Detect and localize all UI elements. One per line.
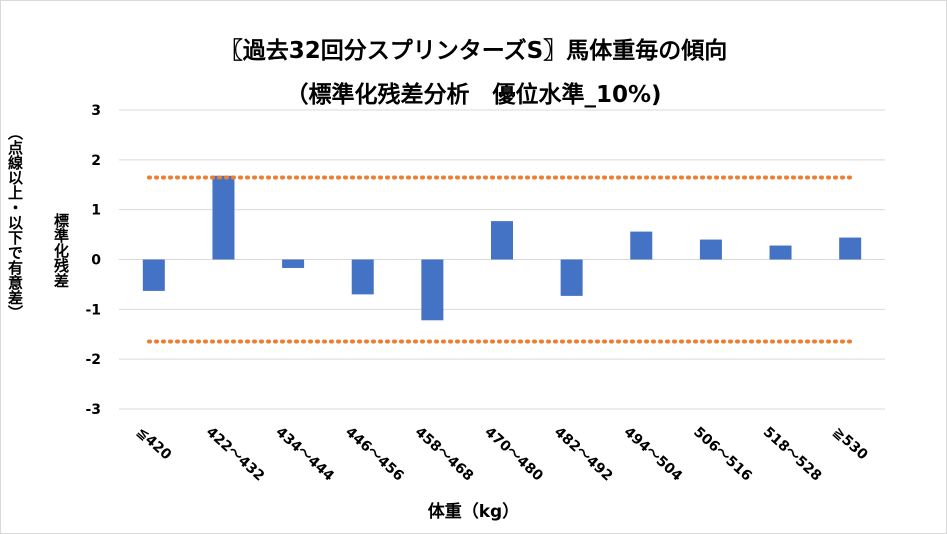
x-tick-label: ≧530 <box>830 424 871 463</box>
x-tick-label: 434～444 <box>272 424 337 485</box>
x-tick-label: 470～480 <box>481 424 546 485</box>
x-tick-label: 494～504 <box>621 424 686 485</box>
x-axis-title: 体重（kg） <box>427 502 520 522</box>
bar <box>421 259 444 321</box>
x-tick-label: ≦420 <box>133 424 174 463</box>
x-tick-label: 518～528 <box>760 424 825 484</box>
y-tick-label: -2 <box>85 352 101 368</box>
bar <box>630 231 653 260</box>
y-axis-note: （点線以上・以下で有意差） <box>6 125 24 320</box>
x-tick-label: 506～516 <box>690 424 755 484</box>
bar <box>769 245 792 260</box>
chart-title: 〖過去32回分スプリンターズS〗馬体重毎の傾向 <box>219 38 728 64</box>
bar <box>212 175 235 260</box>
bar <box>560 259 583 296</box>
bar <box>839 237 862 260</box>
x-tick-label: 482～492 <box>551 424 616 484</box>
x-tick-label: 458～468 <box>412 424 477 484</box>
bar <box>142 259 165 291</box>
y-tick-label: 1 <box>91 203 101 219</box>
bar <box>282 259 305 268</box>
y-axis-title: 標準化残差 <box>52 213 70 288</box>
bar <box>351 259 374 295</box>
y-tick-label: 0 <box>91 253 101 269</box>
bar <box>699 239 722 260</box>
y-tick-label: 3 <box>91 103 101 119</box>
y-tick-label: -3 <box>85 402 101 418</box>
chart-subtitle: （標準化残差分析 優位水準_10%) <box>285 82 662 108</box>
x-tick-label: 446～456 <box>342 424 407 484</box>
y-tick-label: 2 <box>91 153 101 169</box>
y-tick-label: -1 <box>85 302 101 318</box>
bar <box>491 221 513 260</box>
x-tick-label: 422～432 <box>203 424 268 484</box>
